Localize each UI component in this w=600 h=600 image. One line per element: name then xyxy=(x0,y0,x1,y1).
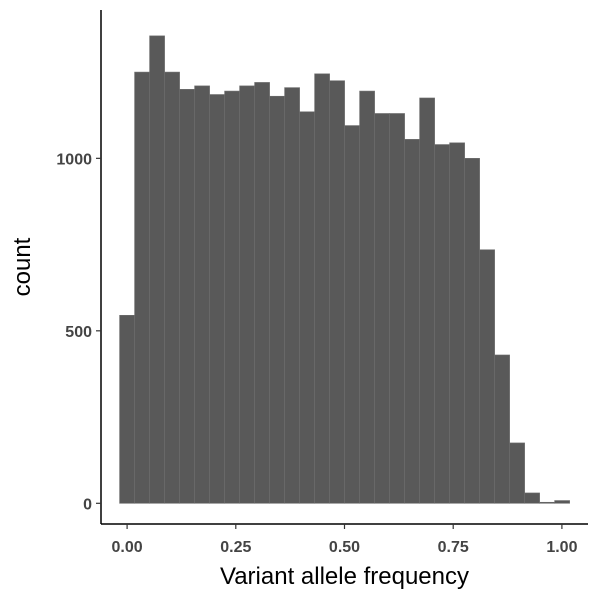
histogram-bar xyxy=(299,111,315,504)
histogram-bar xyxy=(284,87,300,504)
y-tick-label: 500 xyxy=(65,324,92,341)
histogram-bar xyxy=(464,158,480,504)
histogram-bar xyxy=(314,73,330,504)
x-tick-label: 0.25 xyxy=(220,539,251,556)
histogram-bar xyxy=(194,85,210,504)
y-tick-label: 1000 xyxy=(56,151,92,168)
histogram-bar xyxy=(269,95,285,504)
x-tick-label: 0.00 xyxy=(112,539,143,556)
histogram-bar xyxy=(509,442,525,504)
histogram-bar xyxy=(329,80,345,504)
histogram-bar xyxy=(134,71,150,504)
histogram-bar xyxy=(389,113,405,504)
histogram-bar xyxy=(434,144,450,504)
x-axis-ticks: 0.00 0.25 0.50 0.75 1.00 xyxy=(112,524,578,556)
x-axis-title: Variant allele frequency xyxy=(220,563,469,590)
histogram-bar xyxy=(224,90,240,504)
x-tick-label: 0.50 xyxy=(329,539,360,556)
histogram-bar xyxy=(359,90,375,504)
histogram-bars xyxy=(119,35,570,504)
y-tick-label: 0 xyxy=(83,496,92,513)
histogram-bar xyxy=(149,35,165,504)
x-tick-label: 0.75 xyxy=(438,539,469,556)
histogram-bar xyxy=(179,89,195,504)
histogram-bar xyxy=(524,492,540,504)
y-axis-title: count xyxy=(9,237,36,296)
histogram-bar xyxy=(554,500,570,504)
y-axis-ticks: 0 500 1000 xyxy=(56,151,101,513)
histogram-bar xyxy=(494,354,510,504)
histogram-bar xyxy=(479,249,495,504)
x-tick-label: 1.00 xyxy=(546,539,577,556)
histogram-bar xyxy=(239,85,255,504)
histogram-bar xyxy=(374,113,390,504)
histogram-bar xyxy=(419,97,435,504)
histogram-bar xyxy=(164,71,180,504)
histogram-bar xyxy=(254,82,270,504)
histogram-bar xyxy=(344,125,360,504)
histogram-bar xyxy=(209,94,225,504)
histogram-bar xyxy=(119,314,135,504)
histogram-bar xyxy=(449,142,465,504)
histogram-bar xyxy=(539,501,555,504)
histogram-bar xyxy=(404,139,420,504)
